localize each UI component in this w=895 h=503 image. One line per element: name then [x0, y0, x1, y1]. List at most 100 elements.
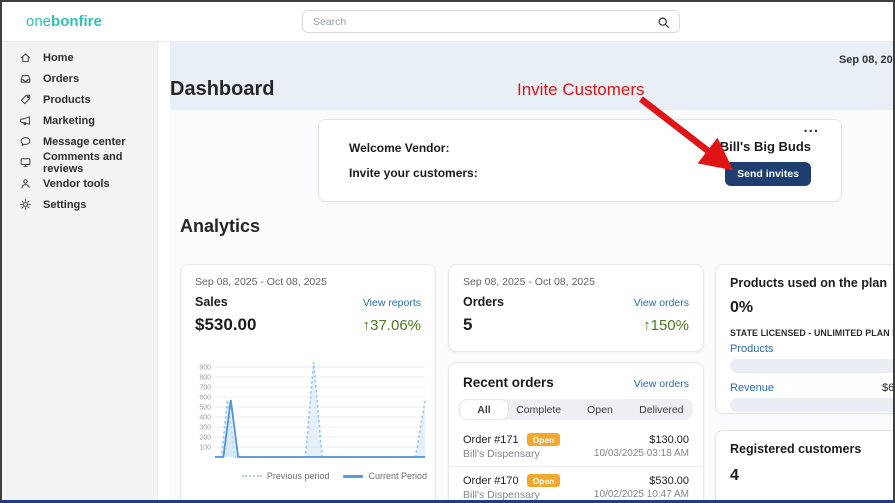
send-invites-button[interactable]: Send invites: [725, 162, 811, 186]
sidebar-item-orders[interactable]: Orders: [2, 68, 157, 89]
revenue-link[interactable]: Revenue $660: [730, 382, 895, 394]
home-icon: [19, 51, 32, 64]
order-customer: Bill's Dispensary: [463, 489, 540, 501]
tab-all[interactable]: All: [460, 400, 508, 419]
legend-current-period: Current Period: [343, 471, 427, 481]
legend-previous-period: Previous period: [241, 471, 330, 481]
order-id: Order #170: [463, 474, 519, 487]
monitor-icon: [19, 156, 32, 169]
order-amount: $530.00: [649, 474, 689, 487]
sidebar-item-label: Orders: [43, 72, 80, 85]
sales-card: Sep 08, 2025 - Oct 08, 2025 Sales View r…: [180, 264, 436, 500]
logo-suffix: bonfire: [51, 13, 102, 30]
svg-text:600: 600: [199, 395, 211, 402]
orders-title: Orders: [463, 295, 504, 309]
svg-text:500: 500: [199, 405, 211, 412]
plan-usage-percent: 0%: [730, 299, 754, 316]
svg-text:800: 800: [199, 375, 211, 382]
legend-label: Previous period: [266, 471, 330, 481]
sidebar-item-home[interactable]: Home: [2, 47, 157, 68]
sidebar-item-label: Products: [43, 93, 91, 106]
card-menu-button[interactable]: ...: [803, 119, 819, 136]
view-orders-link[interactable]: View orders: [633, 297, 689, 309]
sidebar-item-label: Home: [43, 51, 74, 64]
view-orders-link[interactable]: View orders: [633, 378, 689, 390]
logo-prefix: one: [26, 13, 52, 30]
header-band: [170, 42, 893, 110]
tab-complete[interactable]: Complete: [516, 403, 562, 416]
products-link[interactable]: Products: [730, 343, 774, 355]
plan-usage-card: Products used on the plan 0% STATE LICEN…: [715, 264, 895, 414]
logo[interactable]: onebonfire: [26, 13, 102, 30]
order-filter-tabs: All Complete Open Delivered: [459, 399, 693, 420]
revenue-progress-bar: [730, 398, 893, 412]
svg-text:300: 300: [199, 425, 211, 432]
order-row[interactable]: Order #171 Open $130.00 Bill's Dispensar…: [449, 426, 703, 467]
sidebar-item-vendor-tools[interactable]: Vendor tools: [2, 173, 157, 194]
order-date: 10/03/2025 03:18 AM: [593, 448, 689, 459]
order-amount: $130.00: [649, 433, 689, 446]
status-badge: Open: [526, 433, 561, 446]
chart-legend: Previous period Current Period: [181, 471, 427, 481]
sidebar-item-marketing[interactable]: Marketing: [2, 110, 157, 131]
sidebar-item-label: Marketing: [43, 114, 95, 127]
sidebar-item-comments-reviews[interactable]: Comments and reviews: [2, 150, 157, 175]
registered-customers-value: 4: [730, 467, 739, 484]
sidebar-item-products[interactable]: Products: [2, 89, 157, 110]
order-id: Order #171: [463, 433, 519, 446]
sidebar-item-label: Settings: [43, 198, 87, 211]
search-icon[interactable]: [657, 16, 670, 34]
sidebar-item-message-center[interactable]: Message center: [2, 131, 157, 152]
recent-orders-title: Recent orders: [463, 375, 554, 390]
sidebar-item-label: Vendor tools: [43, 177, 110, 190]
status-badge: Open: [526, 474, 561, 487]
dashed-line-swatch: [241, 475, 262, 477]
vendor-name: Bill's Big Buds: [719, 139, 811, 154]
sidebar-item-label: Comments and reviews: [43, 150, 123, 175]
svg-text:900: 900: [199, 365, 211, 372]
recent-orders-card: Recent orders View orders All Complete O…: [448, 362, 704, 501]
welcome-vendor-label: Welcome Vendor:: [349, 141, 450, 155]
svg-text:700: 700: [199, 385, 211, 392]
sales-title: Sales: [195, 295, 228, 309]
order-customer: Bill's Dispensary: [463, 448, 540, 460]
svg-text:400: 400: [199, 415, 211, 422]
welcome-card: ... Welcome Vendor: Invite your customer…: [318, 119, 842, 202]
tab-delivered[interactable]: Delivered: [639, 403, 684, 416]
sales-change: ↑37.06%: [362, 317, 421, 334]
gear-icon: [19, 198, 32, 211]
registered-customers-card: Registered customers 4 View customers: [715, 430, 893, 500]
tag-icon: [19, 93, 32, 106]
sidebar: Home Orders Products Marketing Message c…: [2, 42, 158, 500]
sidebar-item-label: Message center: [43, 135, 126, 148]
sales-value: $530.00: [195, 315, 257, 334]
revenue-value: $660: [882, 382, 895, 394]
order-list: Order #171 Open $130.00 Bill's Dispensar…: [449, 426, 703, 501]
invite-customers-label: Invite your customers:: [349, 166, 478, 180]
tab-open[interactable]: Open: [587, 403, 613, 416]
date-range-picker[interactable]: Sep 08, 2025: [838, 54, 893, 66]
sidebar-item-settings[interactable]: Settings: [2, 194, 157, 215]
search-bar: [302, 10, 680, 33]
svg-text:200: 200: [199, 435, 211, 442]
revenue-label: Revenue: [730, 382, 775, 394]
main-content: Sep 08, 2025 Dashboard Invite Customers …: [159, 42, 893, 500]
inbox-icon: [19, 72, 32, 85]
svg-text:100: 100: [199, 445, 211, 452]
orders-value: 5: [463, 315, 473, 334]
legend-label: Current Period: [368, 471, 427, 481]
chat-icon: [19, 135, 32, 148]
orders-change: ↑150%: [643, 317, 689, 334]
registered-customers-title: Registered customers: [730, 442, 862, 456]
plan-card-title: Products used on the plan: [730, 276, 887, 290]
view-reports-link[interactable]: View reports: [362, 297, 421, 309]
sales-chart: 100 200 300 400 500 600 700 800 900: [199, 361, 426, 458]
order-row[interactable]: Order #170 Open $530.00 Bill's Dispensar…: [449, 467, 703, 501]
search-input[interactable]: [303, 11, 679, 32]
orders-date-range: Sep 08, 2025 - Oct 08, 2025: [463, 276, 595, 288]
megaphone-icon: [19, 114, 32, 127]
order-date: 10/02/2025 10:47 AM: [593, 489, 689, 500]
analytics-heading: Analytics: [180, 216, 261, 236]
user-icon: [19, 177, 32, 190]
